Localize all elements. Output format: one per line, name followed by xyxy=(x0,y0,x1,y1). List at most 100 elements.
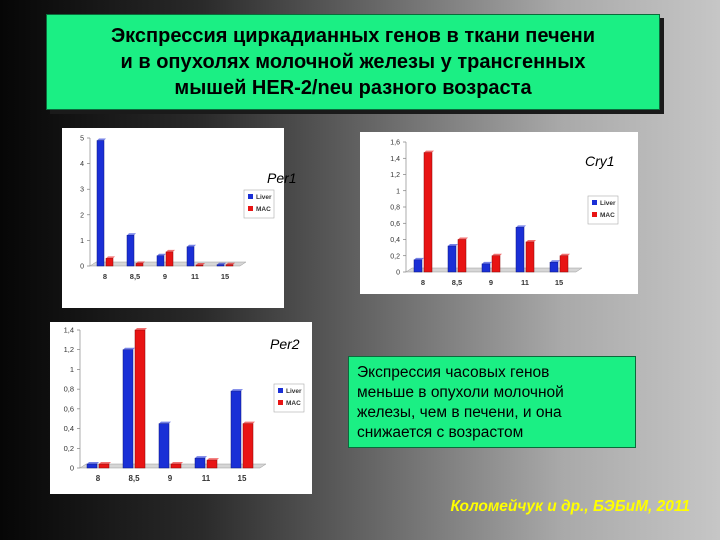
cry1-xtick-label-3: 11 xyxy=(521,278,529,287)
per2-bar-top-liver-2 xyxy=(159,421,171,424)
per1-chart-panel: 0 1 2 3 4 5 8 8,5 9 11 15 Liver MAC xyxy=(62,128,284,308)
cry1-bar-mac-3 xyxy=(525,241,535,273)
per1-bar-mac-3 xyxy=(195,264,204,267)
per1-xtick-label-1: 8,5 xyxy=(130,272,140,281)
note-line-3: железы, чем в печени, и она xyxy=(357,404,562,421)
per1-chart: 0 1 2 3 4 5 8 8,5 9 11 15 Liver MAC xyxy=(80,136,275,281)
per2-ytick-label: 0,2 xyxy=(64,444,74,453)
per1-legend-swatch-liver xyxy=(248,194,253,199)
per2-bar-mac-4 xyxy=(242,423,254,469)
cry1-legend-swatch-mac xyxy=(592,212,597,217)
per1-bar-top-liver-0 xyxy=(97,138,106,141)
per1-xtick-label-3: 11 xyxy=(191,272,199,281)
cry1-bar-top-mac-0 xyxy=(424,150,434,153)
per1-ytick-label: 3 xyxy=(80,187,84,194)
per2-xtick-label-1: 8,5 xyxy=(128,474,140,483)
per1-bar-liver-1 xyxy=(126,235,135,267)
cry1-xtick-label-4: 15 xyxy=(555,278,563,287)
cry1-bar-top-liver-1 xyxy=(448,244,458,246)
cry1-ytick-label: 0,8 xyxy=(390,205,400,212)
per1-chart-title: Per1 xyxy=(267,170,297,186)
per2-bar-liver-1 xyxy=(122,349,134,469)
cry1-ytick-label: 0,4 xyxy=(390,237,400,244)
slide-title: Экспрессия циркадианных генов в ткани пе… xyxy=(46,14,660,110)
per1-bar-mac-2 xyxy=(165,251,174,267)
cry1-bar-top-liver-3 xyxy=(516,225,526,228)
per2-ytick-label: 0 xyxy=(70,464,74,473)
per2-legend-swatch-mac xyxy=(278,400,283,405)
cry1-bar-top-liver-0 xyxy=(414,257,424,260)
title-line-2: и в опухолях молочной железы у трансгенн… xyxy=(120,51,586,73)
per2-bar-liver-4 xyxy=(230,390,242,469)
cry1-bar-liver-1 xyxy=(447,245,457,273)
cry1-legend-label-mac: MAC xyxy=(600,212,615,219)
cry1-ytick-label: 1,6 xyxy=(390,140,400,147)
per1-bar-liver-4 xyxy=(216,264,225,267)
per1-bar-top-mac-4 xyxy=(226,262,235,265)
per1-bar-top-mac-0 xyxy=(106,256,115,259)
per2-bar-top-mac-3 xyxy=(207,458,219,461)
per2-ytick-label: 1,4 xyxy=(64,326,74,335)
cry1-xtick-label-0: 8 xyxy=(421,278,425,287)
per1-bar-mac-0 xyxy=(105,258,114,267)
cry1-chart-title: Cry1 xyxy=(585,153,615,169)
per2-bar-liver-2 xyxy=(158,423,170,469)
per2-bar-mac-1 xyxy=(134,329,146,469)
cry1-xtick-label-2: 9 xyxy=(489,278,493,287)
per1-bar-top-liver-3 xyxy=(187,244,196,247)
per2-chart-panel: 0 0,2 0,4 0,6 0,8 1 1,2 1,4 8 8,5 9 11 15 Liver MAC xyxy=(50,322,312,494)
per1-ytick-label: 1 xyxy=(80,238,84,245)
cry1-bar-liver-2 xyxy=(481,263,491,273)
per2-bar-top-liver-3 xyxy=(195,456,207,459)
per2-bar-top-mac-4 xyxy=(243,421,255,424)
per2-bar-mac-2 xyxy=(170,463,182,469)
per2-bar-top-mac-1 xyxy=(135,328,147,330)
per2-legend-label-mac: MAC xyxy=(286,400,301,407)
per2-xtick-label-3: 11 xyxy=(202,474,211,483)
per2-bar-top-mac-0 xyxy=(99,462,111,465)
per1-ytick-label: 4 xyxy=(80,161,84,168)
cry1-bar-top-mac-3 xyxy=(526,239,536,242)
cry1-bar-liver-3 xyxy=(515,227,525,273)
cry1-ytick-label: 1,2 xyxy=(390,172,400,179)
cry1-bar-top-liver-2 xyxy=(482,261,492,264)
conclusion-note: Экспрессия часовых генов меньше в опухол… xyxy=(348,356,636,448)
per2-chart: 0 0,2 0,4 0,6 0,8 1 1,2 1,4 8 8,5 9 11 15 Liver MAC xyxy=(64,326,305,483)
per2-bar-top-mac-2 xyxy=(171,462,183,465)
per1-ytick-label: 5 xyxy=(80,136,84,143)
per1-bar-top-mac-3 xyxy=(196,263,205,265)
note-line-2: меньше в опухоли молочной xyxy=(357,384,564,401)
per2-bar-liver-3 xyxy=(194,457,206,469)
per1-legend-label-mac: MAC xyxy=(256,206,271,213)
per1-bar-top-mac-2 xyxy=(166,249,175,252)
cry1-bar-top-mac-4 xyxy=(560,253,570,256)
per1-legend-label-liver: Liver xyxy=(256,194,272,201)
cry1-legend-label-liver: Liver xyxy=(600,200,616,207)
per2-bar-top-liver-0 xyxy=(87,462,99,465)
per1-bar-liver-3 xyxy=(186,246,195,267)
per1-xtick-label-2: 9 xyxy=(163,272,167,281)
per2-ytick-label: 0,6 xyxy=(64,404,74,413)
note-line-1: Экспрессия часовых генов xyxy=(357,364,550,381)
cry1-bar-liver-0 xyxy=(413,259,423,273)
per1-bar-mac-1 xyxy=(135,263,144,267)
cry1-bar-mac-2 xyxy=(491,255,501,273)
per2-bar-mac-0 xyxy=(98,463,110,469)
per2-legend-label-liver: Liver xyxy=(286,388,302,395)
per2-xtick-label-4: 15 xyxy=(238,474,247,483)
citation: Коломейчук и др., БЭБиМ, 2011 xyxy=(450,498,690,515)
per1-bar-top-liver-1 xyxy=(127,233,136,236)
cry1-bar-liver-4 xyxy=(549,262,559,273)
cry1-bar-top-mac-1 xyxy=(458,237,468,240)
per2-ytick-label: 0,4 xyxy=(64,424,74,433)
per2-chart-title: Per2 xyxy=(270,336,300,352)
per2-ytick-label: 1,2 xyxy=(64,345,74,354)
per1-xtick-label-0: 8 xyxy=(103,272,107,281)
per2-bar-top-liver-4 xyxy=(231,389,243,392)
cry1-legend-swatch-liver xyxy=(592,200,597,205)
per2-xtick-label-0: 8 xyxy=(96,474,101,483)
cry1-ytick-label: 0,6 xyxy=(390,221,400,228)
per2-ytick-label: 0,8 xyxy=(64,385,74,394)
cry1-ytick-label: 1 xyxy=(396,188,400,195)
cry1-xtick-label-1: 8,5 xyxy=(452,278,462,287)
